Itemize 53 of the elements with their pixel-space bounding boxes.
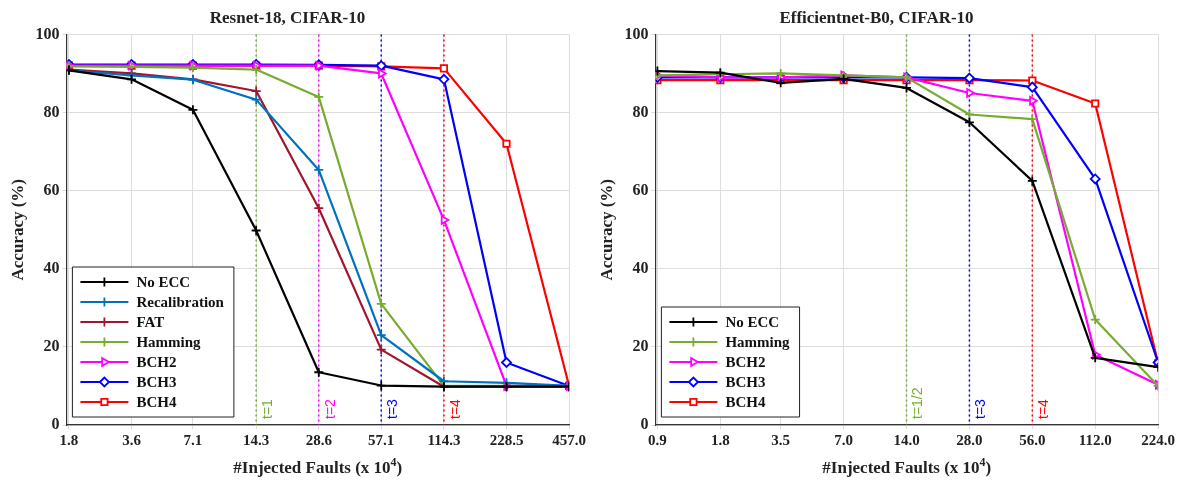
x-tick-label: 1.8	[59, 431, 79, 448]
legend-label: Hamming	[725, 333, 791, 350]
x-tick-label: 28.6	[305, 431, 333, 448]
annotation: t=3	[384, 398, 401, 419]
legend-label: No ECC	[136, 273, 191, 290]
x-tick-label: 7.1	[183, 431, 203, 448]
x-tick-label: 14.0	[893, 431, 920, 448]
x-tick-label: 57.1	[368, 431, 395, 448]
chart-title: Resnet-18, CIFAR-10	[209, 7, 366, 27]
x-tick-label: 228.5	[489, 431, 524, 448]
y-tick-label: 0	[51, 415, 60, 433]
x-tick-label: 114.3	[427, 431, 461, 448]
y-tick-label: 60	[632, 180, 649, 198]
y-tick-label: 40	[43, 258, 60, 276]
x-tick-label: 28.0	[956, 431, 983, 448]
legend-label: BCH3	[136, 373, 177, 390]
y-tick-label: 100	[35, 24, 60, 42]
y-tick-label: 20	[632, 337, 649, 355]
x-tick-label: 457.0	[552, 431, 586, 448]
annotation: t=4	[446, 398, 463, 419]
x-tick-label: 112.0	[1078, 431, 1112, 448]
annotation: t=1/2	[909, 387, 926, 419]
legend-label: FAT	[136, 313, 165, 330]
legend-label: BCH3	[725, 373, 766, 390]
y-tick-label: 0	[640, 415, 649, 433]
y-tick-label: 80	[632, 102, 649, 120]
legend-label: Recalibration	[136, 293, 225, 310]
y-axis-title: Accuracy (%)	[7, 178, 27, 281]
y-tick-label: 60	[43, 180, 60, 198]
legend-label: No ECC	[725, 313, 780, 330]
y-tick-label: 40	[632, 258, 649, 276]
annotation: t=1	[259, 398, 276, 419]
x-tick-label: 7.0	[834, 431, 853, 448]
y-tick-label: 80	[43, 102, 60, 120]
y-axis-title: Accuracy (%)	[596, 178, 616, 281]
annotation: t=2	[321, 398, 338, 419]
x-tick-label: 1.8	[710, 431, 730, 448]
x-tick-label: 3.6	[122, 431, 142, 448]
chart-title: Efficientnet-B0, CIFAR-10	[779, 7, 974, 27]
y-tick-label: 20	[43, 337, 60, 355]
legend-label: BCH2	[136, 353, 177, 370]
x-tick-label: 3.5	[771, 431, 791, 448]
x-tick-label: 56.0	[1019, 431, 1046, 448]
y-tick-label: 100	[624, 24, 649, 42]
annotation: t=3	[972, 398, 989, 419]
legend-label: BCH4	[725, 393, 766, 410]
x-tick-label: 14.3	[243, 431, 270, 448]
legend-label: BCH2	[725, 353, 766, 370]
x-tick-label: 224.0	[1141, 431, 1175, 448]
annotation: t=4	[1035, 398, 1052, 419]
legend-label: BCH4	[136, 393, 177, 410]
legend-label: Hamming	[136, 333, 202, 350]
x-tick-label: 0.9	[648, 431, 667, 448]
